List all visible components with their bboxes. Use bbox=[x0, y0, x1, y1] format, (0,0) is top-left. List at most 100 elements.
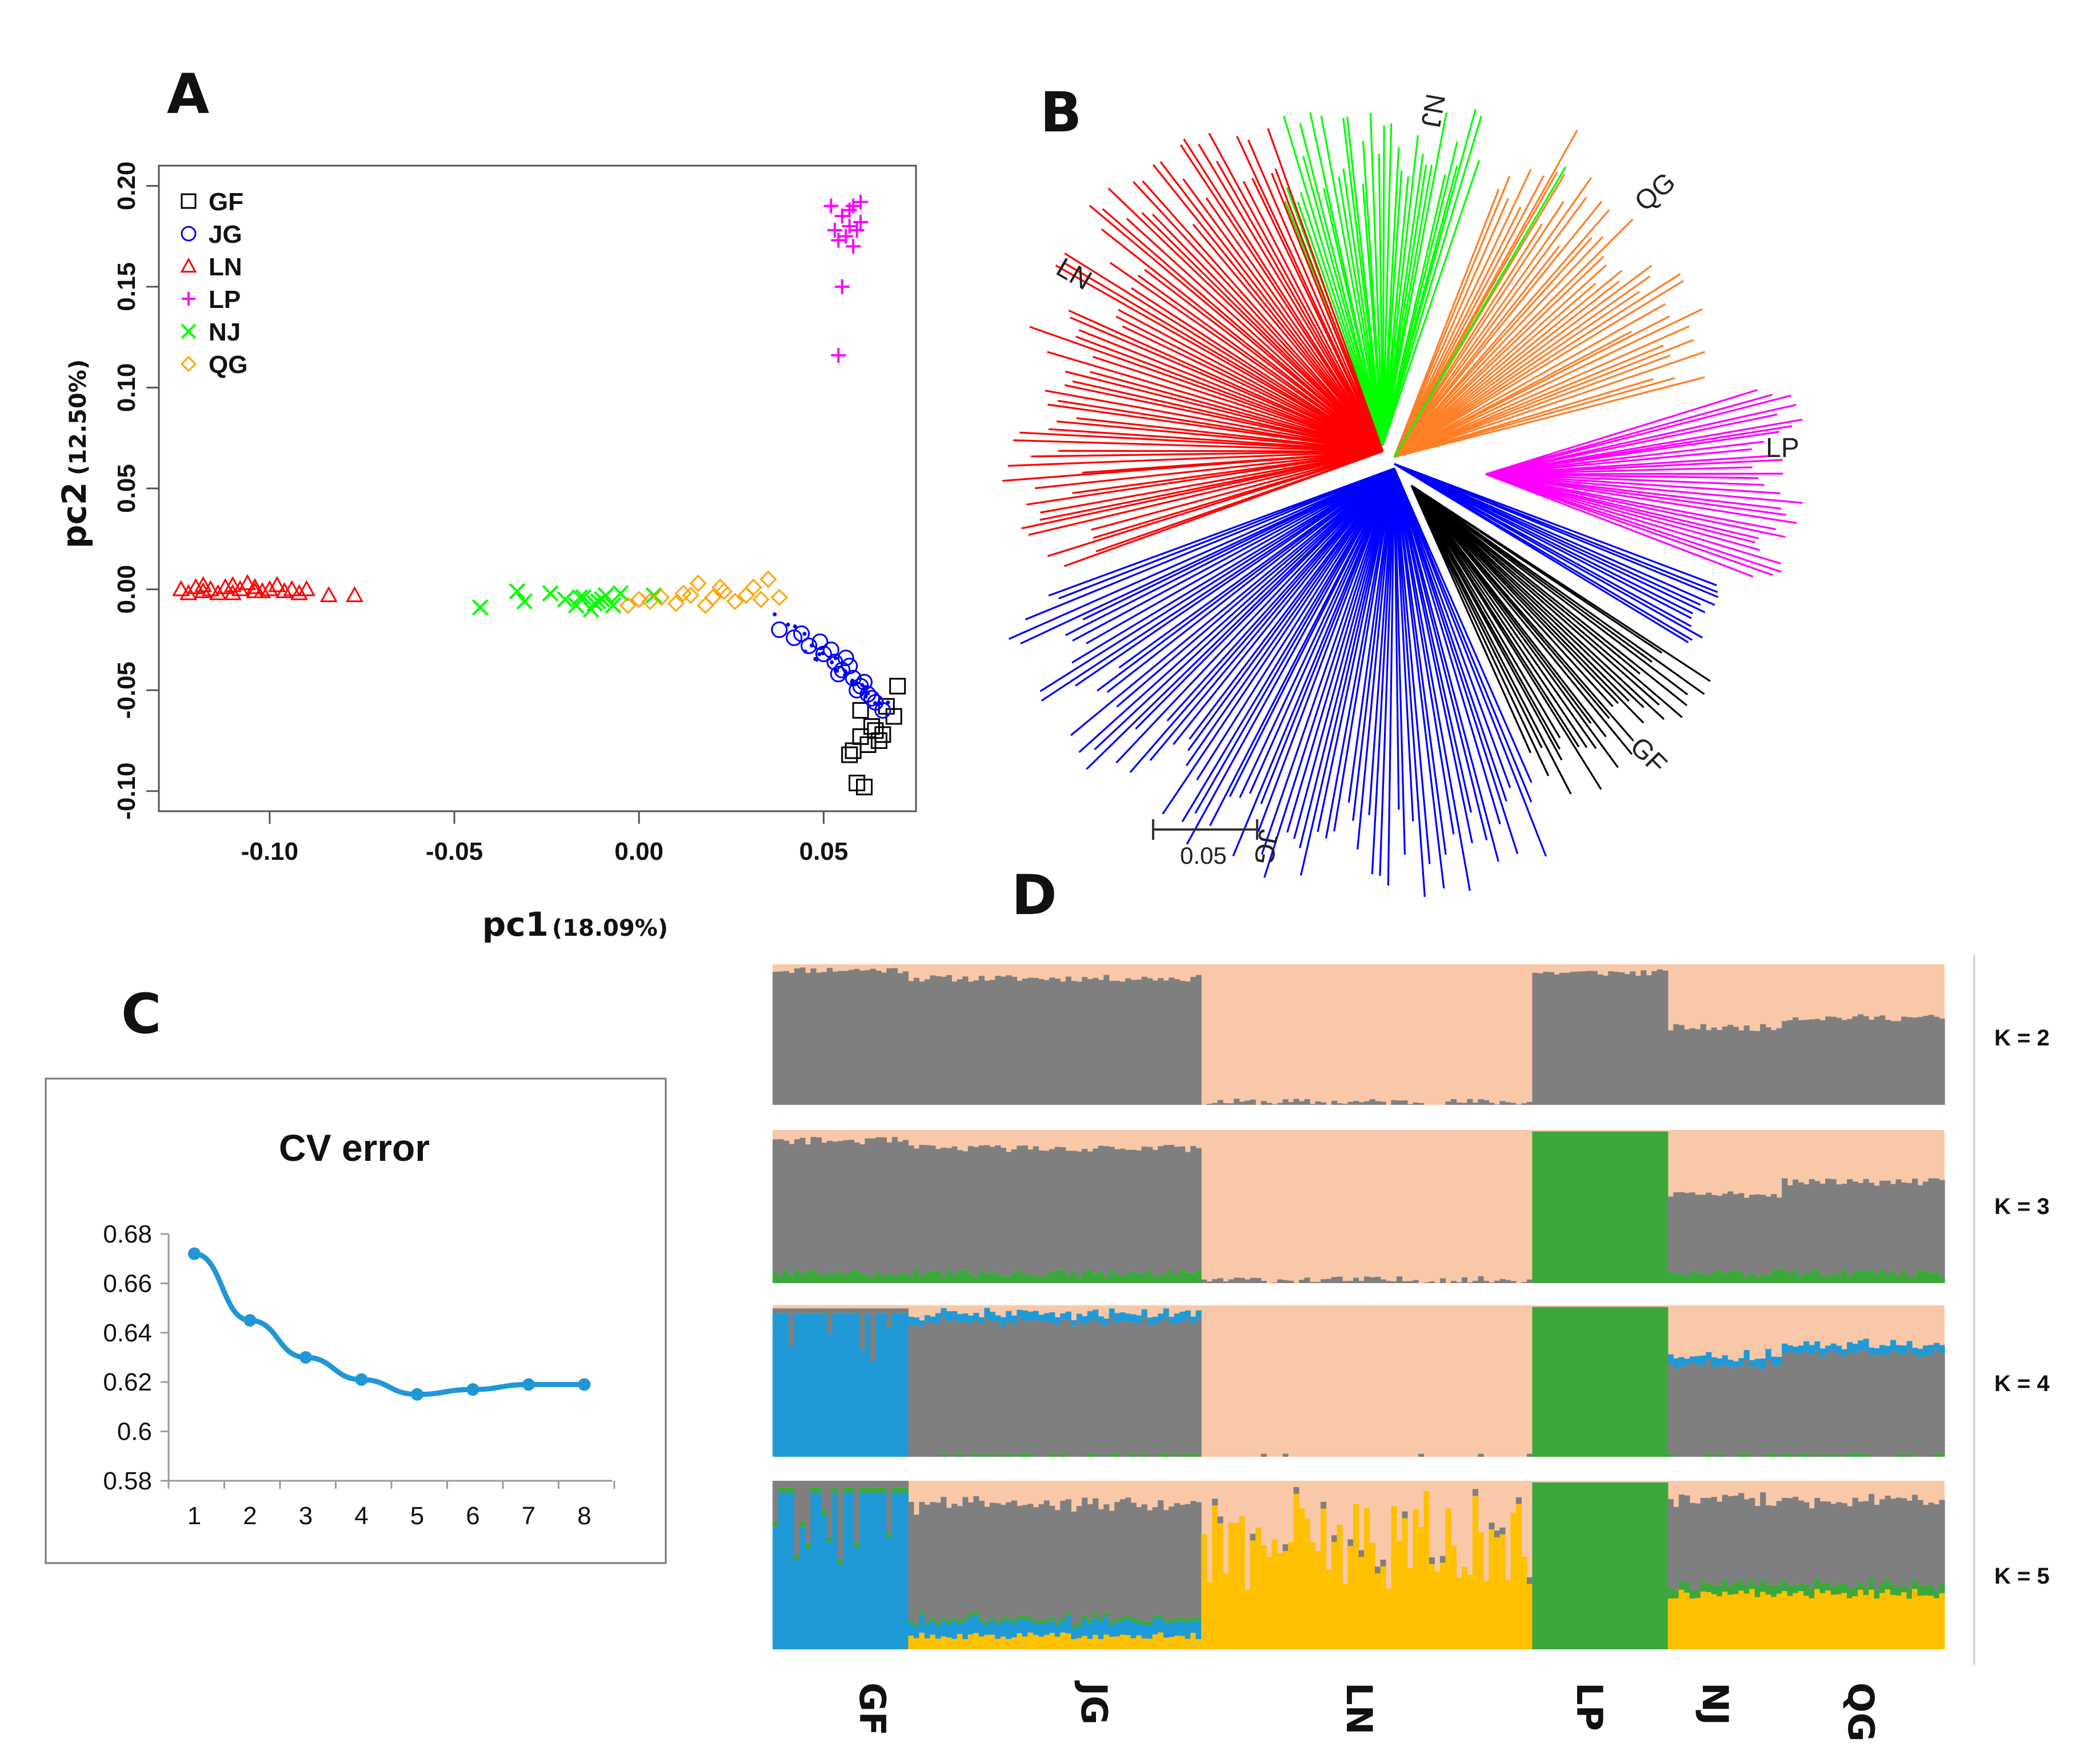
admixture-bar-segment bbox=[1814, 1019, 1821, 1105]
tree-branch-gf bbox=[1410, 485, 1602, 790]
admixture-bar-segment bbox=[1841, 1503, 1847, 1584]
tree-branch-jg bbox=[1260, 468, 1395, 804]
admixture-bar-segment bbox=[1635, 1307, 1641, 1457]
admixture-bar-segment bbox=[1174, 1635, 1180, 1649]
admixture-bar-segment bbox=[1017, 1317, 1023, 1454]
admixture-bar-segment bbox=[1939, 1500, 1945, 1584]
admixture-bar-segment bbox=[1765, 1196, 1771, 1275]
pca-point-jg-small bbox=[860, 691, 865, 695]
admixture-bar-segment bbox=[1510, 1512, 1517, 1649]
tree-branch-ln bbox=[1198, 143, 1384, 452]
admixture-bar-segment bbox=[1526, 1577, 1533, 1584]
admixture-bar-segment bbox=[1065, 1311, 1071, 1320]
admixture-bar-segment bbox=[1082, 1324, 1088, 1457]
admixture-bar-segment bbox=[805, 1308, 811, 1313]
tree-branch-qg bbox=[1393, 223, 1543, 458]
admixture-bar-segment bbox=[1098, 1620, 1104, 1640]
admixture-bar-segment bbox=[1119, 1499, 1126, 1618]
admixture-bar-segment bbox=[799, 967, 806, 1105]
tree-branch-jg bbox=[1394, 463, 1719, 598]
tree-branch-jg bbox=[1041, 467, 1395, 702]
pca-point-lp bbox=[853, 194, 869, 210]
pca-point-ln bbox=[246, 582, 264, 598]
admixture-bar-segment bbox=[924, 1272, 930, 1283]
tree-branch-qg bbox=[1394, 351, 1705, 458]
admixture-bar-segment bbox=[951, 1618, 958, 1622]
admixture-bar-segment bbox=[1565, 1482, 1571, 1649]
panel-c: C CV error 0.680.660.640.620.60.581 2 3 4 5 6… bbox=[45, 982, 667, 1564]
scale-bar-label: 0.05 bbox=[1180, 842, 1227, 869]
admixture-bar-segment bbox=[902, 971, 909, 1105]
admixture-bar-segment bbox=[989, 980, 995, 1105]
admixture-bar-segment bbox=[1321, 1102, 1327, 1105]
pca-point-lp bbox=[846, 198, 861, 214]
admixture-bar-segment bbox=[1825, 1582, 1831, 1591]
admixture-bar-segment bbox=[789, 1308, 795, 1347]
admixture-bar-segment bbox=[1798, 1020, 1804, 1105]
admixture-bar-segment bbox=[1223, 1281, 1229, 1283]
admixture-bar-segment bbox=[837, 971, 844, 1105]
tree-branch-ln bbox=[1057, 399, 1383, 452]
admixture-bar-segment bbox=[1321, 1508, 1327, 1649]
admixture-bar-segment bbox=[1217, 1523, 1223, 1649]
pca-point-jg-small bbox=[852, 682, 857, 687]
admixture-bar-segment bbox=[919, 1632, 925, 1649]
tree-branch-jg bbox=[1020, 467, 1395, 644]
admixture-bar-segment bbox=[875, 1308, 882, 1313]
admixture-bar-segment bbox=[930, 1145, 936, 1271]
admixture-bar-segment bbox=[1114, 980, 1121, 1105]
admixture-bar-segment bbox=[1299, 1280, 1305, 1283]
admixture-bar-segment bbox=[1065, 1151, 1071, 1275]
admixture-bar-segment bbox=[1776, 1584, 1782, 1594]
admixture-bar-segment bbox=[1195, 1502, 1202, 1617]
admixture-bar-segment bbox=[924, 1624, 930, 1638]
admixture-bar-segment bbox=[810, 1313, 817, 1457]
admixture-bar-segment bbox=[1158, 1632, 1164, 1649]
admixture-bar-segment bbox=[826, 1308, 833, 1333]
admixture-bar-segment bbox=[1304, 1277, 1310, 1283]
tree-branch-lp bbox=[1485, 473, 1797, 524]
admixture-bar-segment bbox=[1743, 1276, 1750, 1283]
admixture-bar-segment bbox=[1526, 1101, 1533, 1105]
admixture-bar-segment bbox=[1082, 1316, 1088, 1325]
admixture-bar-segment bbox=[1049, 1505, 1055, 1617]
admixture-bar-segment bbox=[773, 1481, 779, 1522]
k-label-4: K = 4 bbox=[1994, 1371, 2050, 1396]
admixture-bar-segment bbox=[1782, 1343, 1788, 1355]
admixture-bar-segment bbox=[1678, 1581, 1685, 1590]
admixture-bar-segment bbox=[1478, 1453, 1484, 1457]
admixture-bar-segment bbox=[1369, 1277, 1375, 1283]
admixture-bar-segment bbox=[778, 971, 784, 1105]
admixture-bar-segment bbox=[1641, 970, 1647, 1105]
tree-branch-jg bbox=[1393, 468, 1400, 810]
admixture-bar-segment bbox=[1027, 1617, 1034, 1621]
admixture-bar-segment bbox=[1782, 1453, 1788, 1457]
admixture-bar-segment bbox=[1141, 1146, 1147, 1274]
admixture-bar-segment bbox=[908, 1501, 914, 1621]
admixture-bar-segment bbox=[1195, 1620, 1202, 1640]
admixture-bar-segment bbox=[1543, 972, 1549, 1105]
admixture-bar-segment bbox=[1706, 1030, 1712, 1105]
admixture-bar-segment bbox=[1033, 977, 1039, 1105]
admixture-bar-segment bbox=[886, 1328, 893, 1457]
tree-branch-lp bbox=[1485, 473, 1755, 544]
admixture-bar-segment bbox=[1743, 1585, 1750, 1594]
pca-point-ln bbox=[319, 586, 338, 603]
tree-branch-gf bbox=[1410, 485, 1550, 776]
tree-branch-ln bbox=[1152, 214, 1384, 452]
admixture-bar-segment bbox=[919, 1327, 925, 1457]
admixture-bar-segment bbox=[1396, 1276, 1403, 1283]
admixture-bar-segment bbox=[1103, 1146, 1110, 1277]
admixture-bar-segment bbox=[1717, 1358, 1723, 1367]
admixture-bar-segment bbox=[1060, 1500, 1066, 1619]
tree-branch-ln bbox=[1159, 161, 1384, 452]
pca-point-qg bbox=[726, 592, 744, 610]
admixture-bar-segment bbox=[1526, 1279, 1533, 1283]
admixture-bar-segment bbox=[1093, 977, 1099, 1105]
admixture-bar-segment bbox=[957, 1620, 963, 1624]
admixture-bar-segment bbox=[1793, 1179, 1799, 1271]
admixture-bar-segment bbox=[1152, 1316, 1158, 1324]
tree-branch-nj bbox=[1342, 168, 1384, 446]
admixture-bar-segment bbox=[951, 1311, 958, 1321]
tree-branch-nj bbox=[1297, 202, 1384, 446]
